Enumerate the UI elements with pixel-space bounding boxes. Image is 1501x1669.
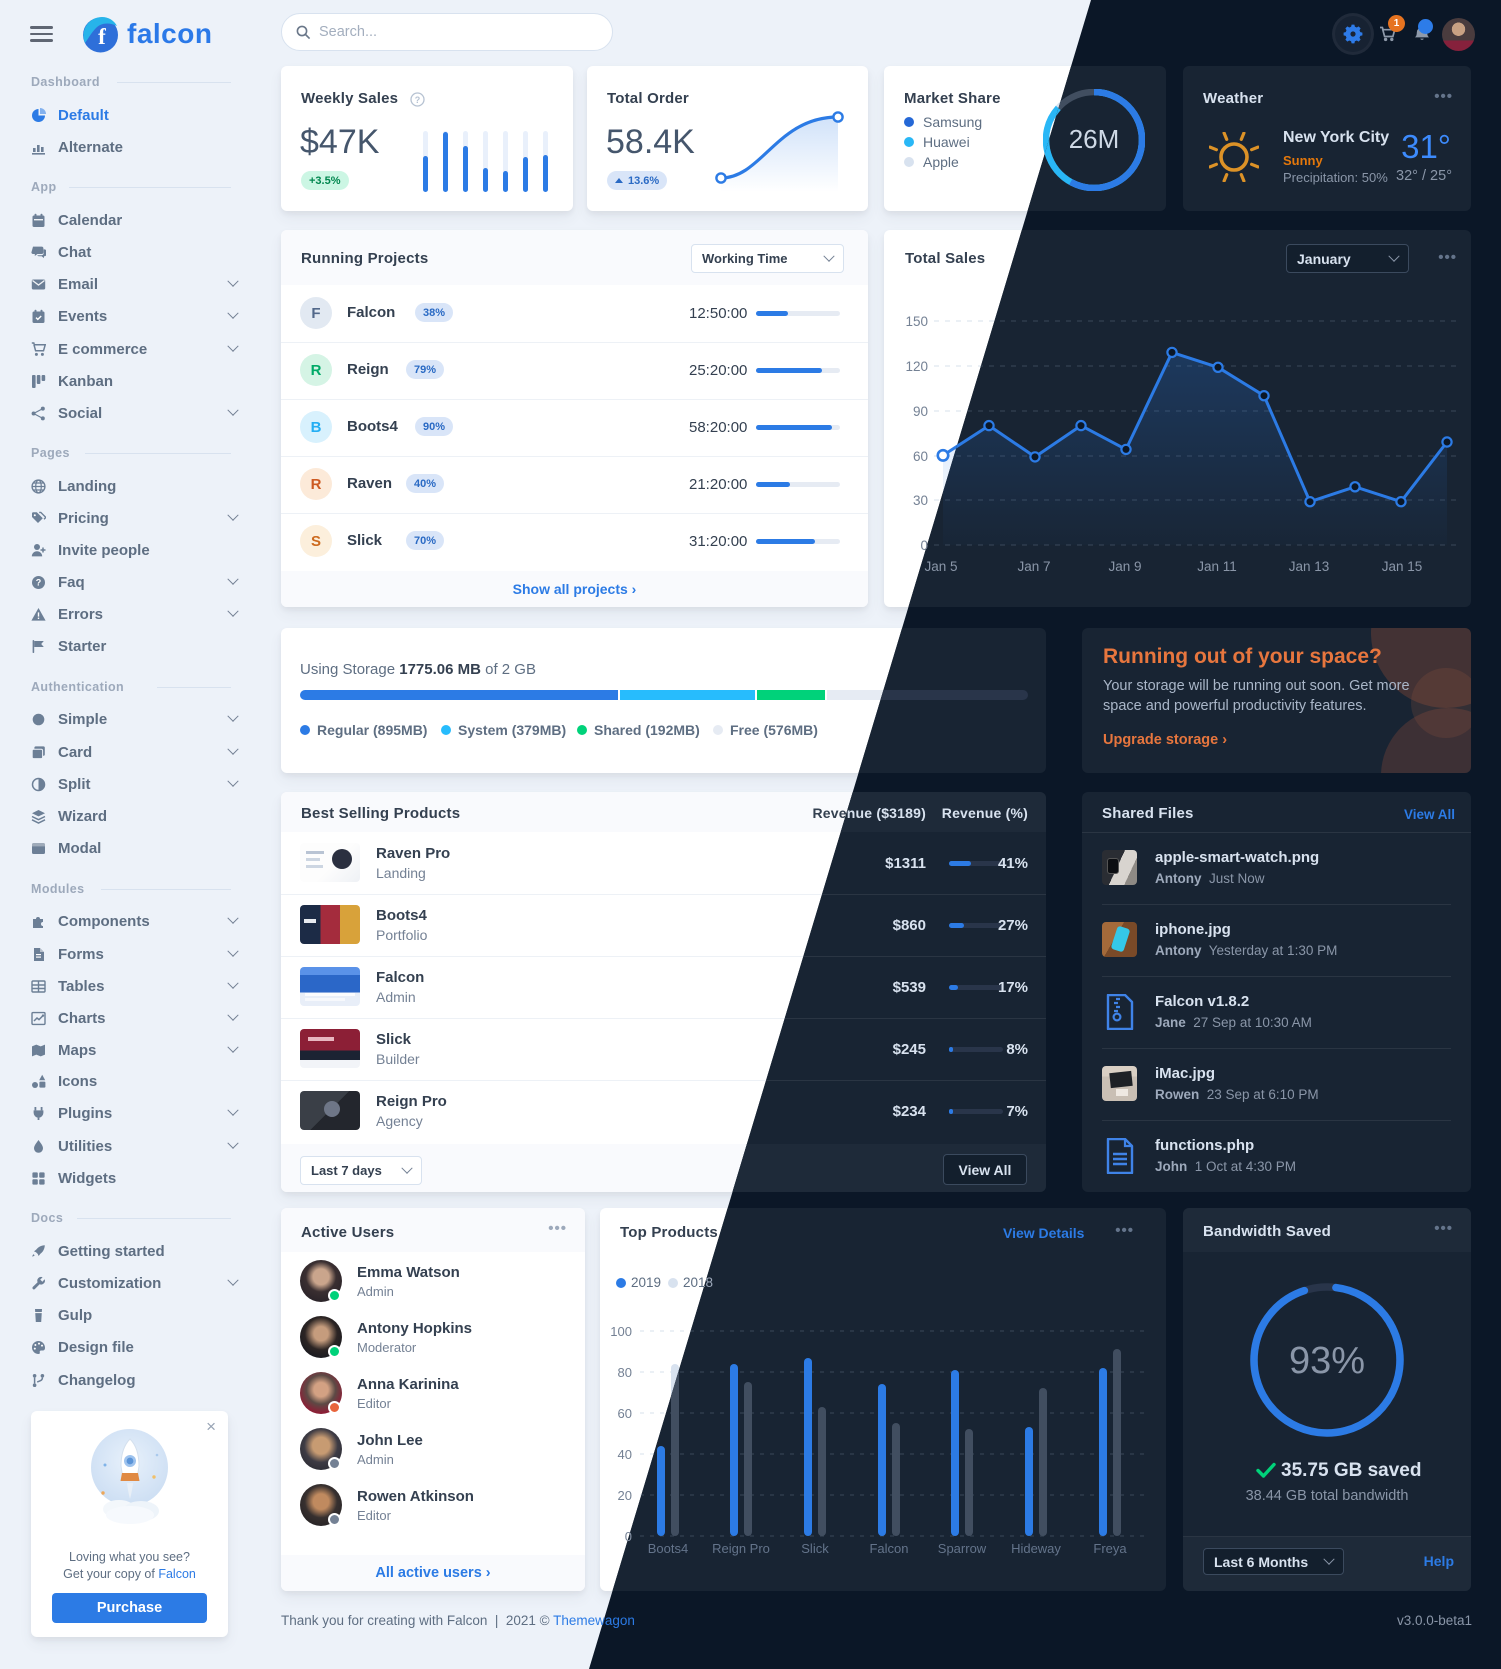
svg-text:0: 0 [625,1529,632,1544]
svg-text:Slick: Slick [801,1541,829,1556]
svg-text:Jan 11: Jan 11 [1197,559,1237,574]
svg-text:f: f [98,24,106,49]
svg-text:Freya: Freya [1093,1541,1127,1556]
svg-text:?: ? [415,95,421,105]
svg-text:80: 80 [618,1365,632,1380]
svg-text:60: 60 [913,449,928,464]
svg-text:Jan 9: Jan 9 [1108,559,1141,574]
svg-text:90: 90 [913,404,928,419]
svg-text:Reign Pro: Reign Pro [712,1541,770,1556]
svg-text:Jan 13: Jan 13 [1289,559,1330,574]
svg-text:Falcon: Falcon [869,1541,908,1556]
svg-text:30: 30 [913,493,928,508]
svg-text:60: 60 [618,1406,632,1421]
svg-text:Sparrow: Sparrow [938,1541,987,1556]
svg-text:120: 120 [905,359,928,374]
svg-text:150: 150 [905,314,928,329]
svg-text:Jan 15: Jan 15 [1382,559,1423,574]
svg-text:Hideway: Hideway [1011,1541,1061,1556]
svg-text:40: 40 [618,1447,632,1462]
svg-text:?: ? [36,577,42,587]
svg-text:0: 0 [920,538,928,553]
svg-text:Boots4: Boots4 [648,1541,688,1556]
svg-text:Jan 5: Jan 5 [924,559,957,574]
svg-text:Jan 7: Jan 7 [1017,559,1050,574]
svg-text:93%: 93% [1289,1340,1365,1382]
svg-text:20: 20 [618,1488,632,1503]
svg-text:100: 100 [610,1324,632,1339]
svg-text:26M: 26M [1069,124,1120,154]
